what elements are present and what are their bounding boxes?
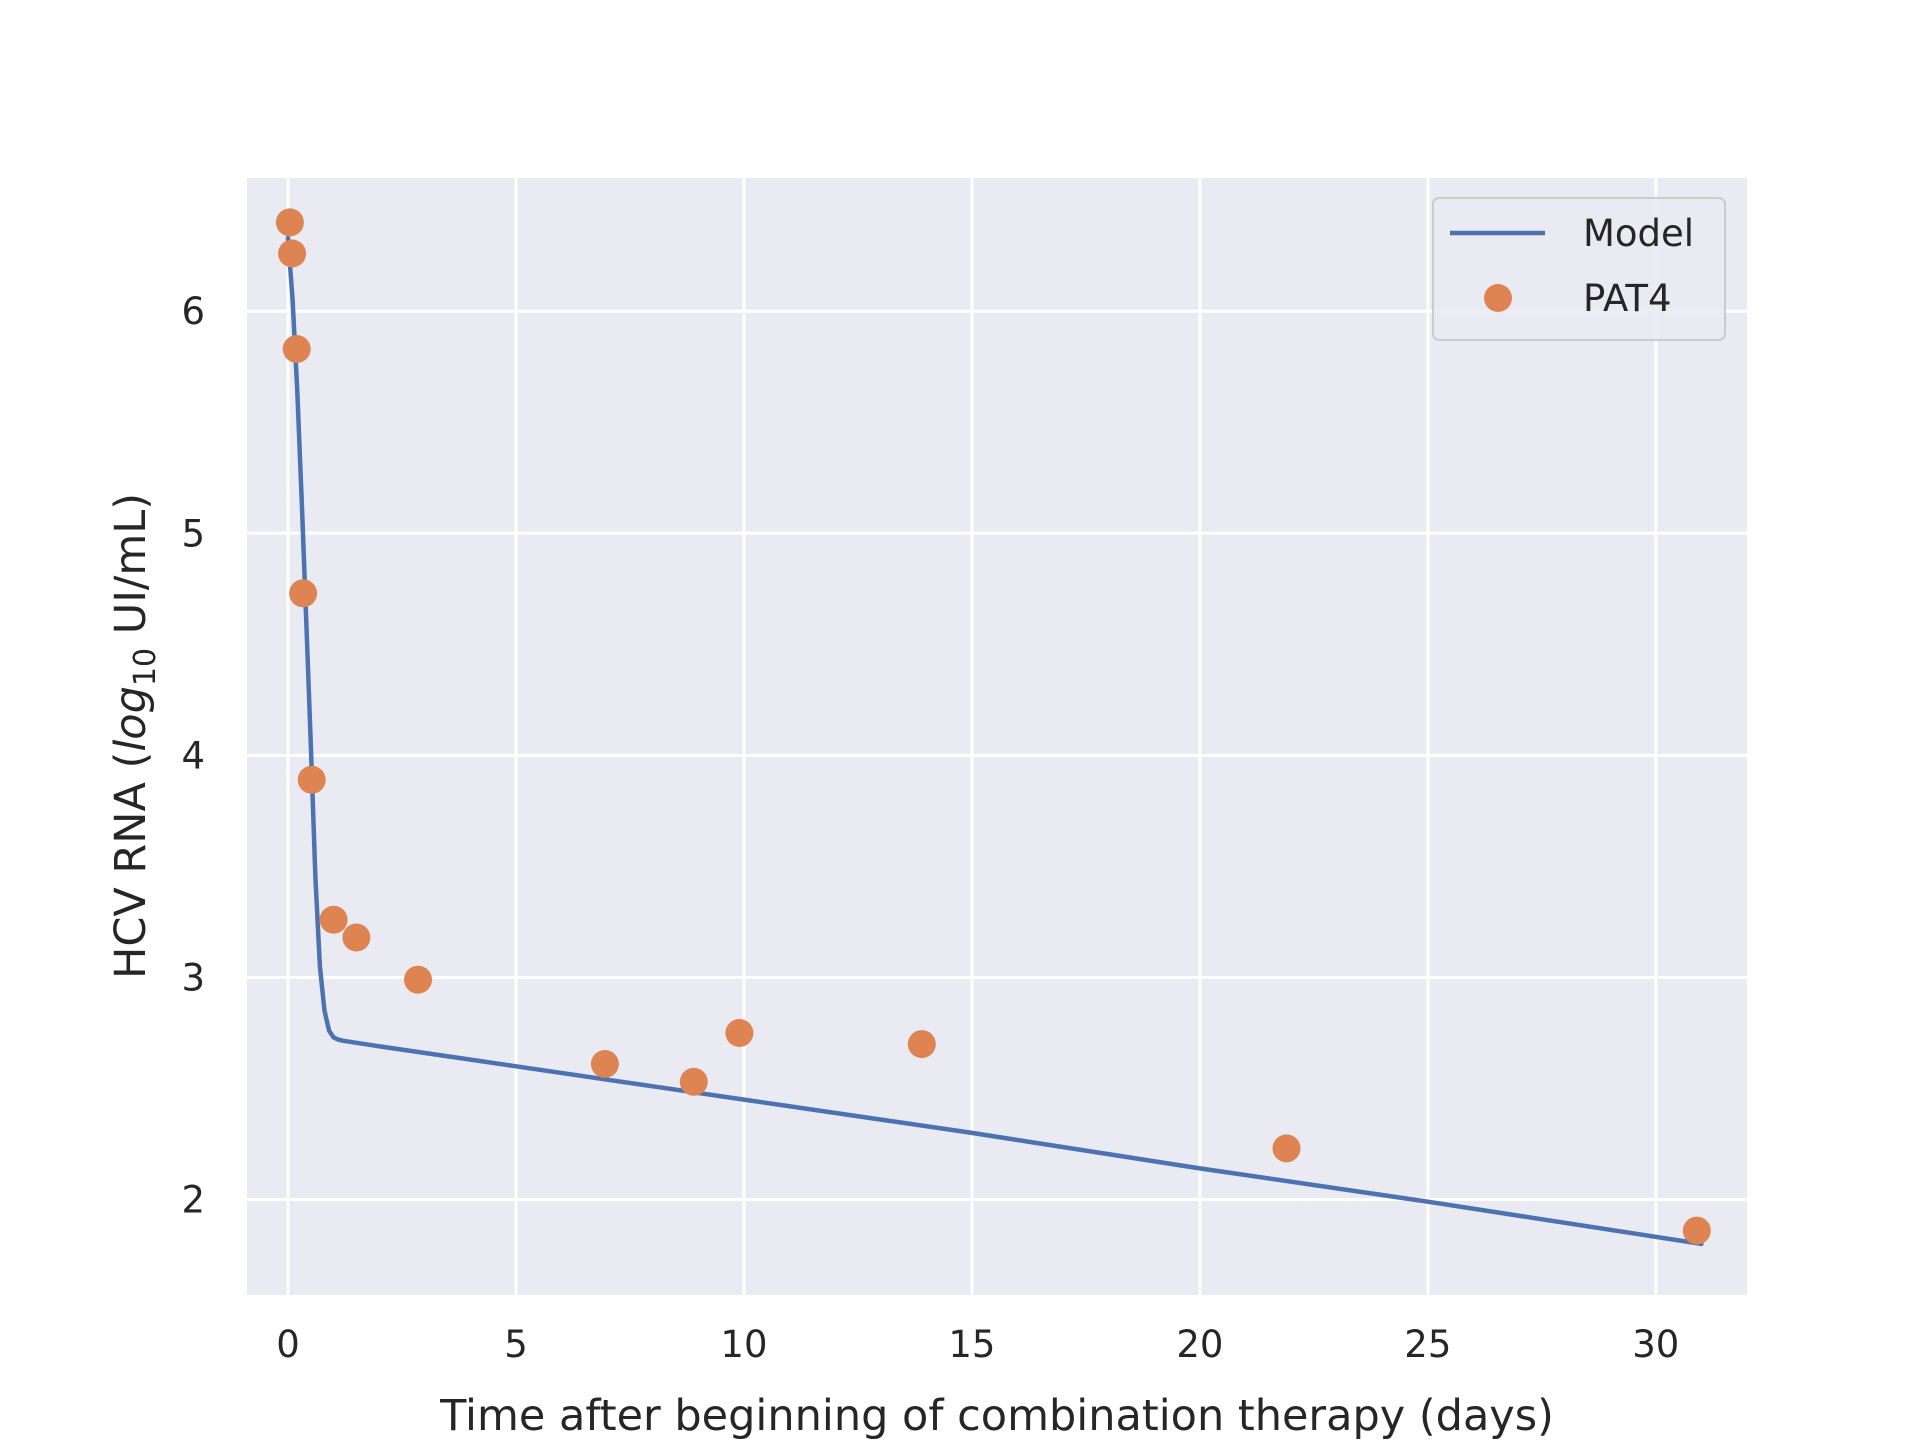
- y-tick-label: 3: [181, 956, 205, 999]
- data-point-pat4: [590, 1050, 619, 1078]
- x-tick-label: 5: [504, 1323, 528, 1366]
- data-point-pat4: [278, 239, 307, 268]
- data-point-pat4: [907, 1030, 936, 1059]
- data-point-pat4: [289, 579, 318, 608]
- model-line-group: [285, 235, 1704, 1247]
- grid: [247, 178, 1747, 1295]
- x-tick-label: 30: [1632, 1323, 1679, 1366]
- x-tick-label: 20: [1176, 1323, 1223, 1366]
- data-points-group: [275, 208, 1711, 1245]
- y-tick-label: 5: [181, 512, 205, 555]
- x-tick-label: 25: [1404, 1323, 1451, 1366]
- y-axis-title-prefix: HCV RNA (: [106, 752, 156, 979]
- legend: Model PAT4: [1432, 197, 1726, 341]
- data-point-pat4: [297, 765, 326, 794]
- plot-background: [247, 178, 1747, 1295]
- y-tick-label: 2: [181, 1179, 205, 1222]
- y-tick-label: 6: [181, 290, 205, 333]
- data-point-pat4: [282, 335, 311, 363]
- y-axis-title: HCV RNA (log10 UI/mL): [106, 493, 163, 979]
- x-tick-label: 10: [720, 1323, 767, 1366]
- data-point-pat4: [275, 208, 304, 237]
- model-line: [285, 235, 1704, 1247]
- y-tick-label: 4: [181, 734, 205, 777]
- data-point-pat4: [1682, 1216, 1711, 1245]
- x-axis-title: Time after beginning of combination ther…: [439, 1391, 1554, 1440]
- y-axis-title-log: log: [106, 686, 156, 752]
- x-tick-labels: 0 5 10 15 20 25 30: [276, 1323, 1679, 1366]
- x-tick-label: 0: [276, 1323, 300, 1366]
- data-point-pat4: [404, 965, 432, 994]
- data-point-pat4: [679, 1067, 708, 1096]
- data-point-pat4: [725, 1019, 754, 1047]
- legend-pat4-label: PAT4: [1583, 277, 1672, 320]
- x-tick-label: 15: [948, 1323, 995, 1366]
- data-point-pat4: [319, 905, 348, 934]
- data-point-pat4: [1272, 1134, 1301, 1163]
- legend-model-label: Model: [1583, 212, 1694, 255]
- y-tick-labels: 2 3 4 5 6: [181, 290, 205, 1221]
- y-axis-title-suffix: UI/mL): [106, 493, 156, 648]
- data-point-pat4: [342, 923, 371, 952]
- legend-pat4-swatch: [1484, 284, 1512, 312]
- y-axis-title-subscript: 10: [128, 648, 163, 686]
